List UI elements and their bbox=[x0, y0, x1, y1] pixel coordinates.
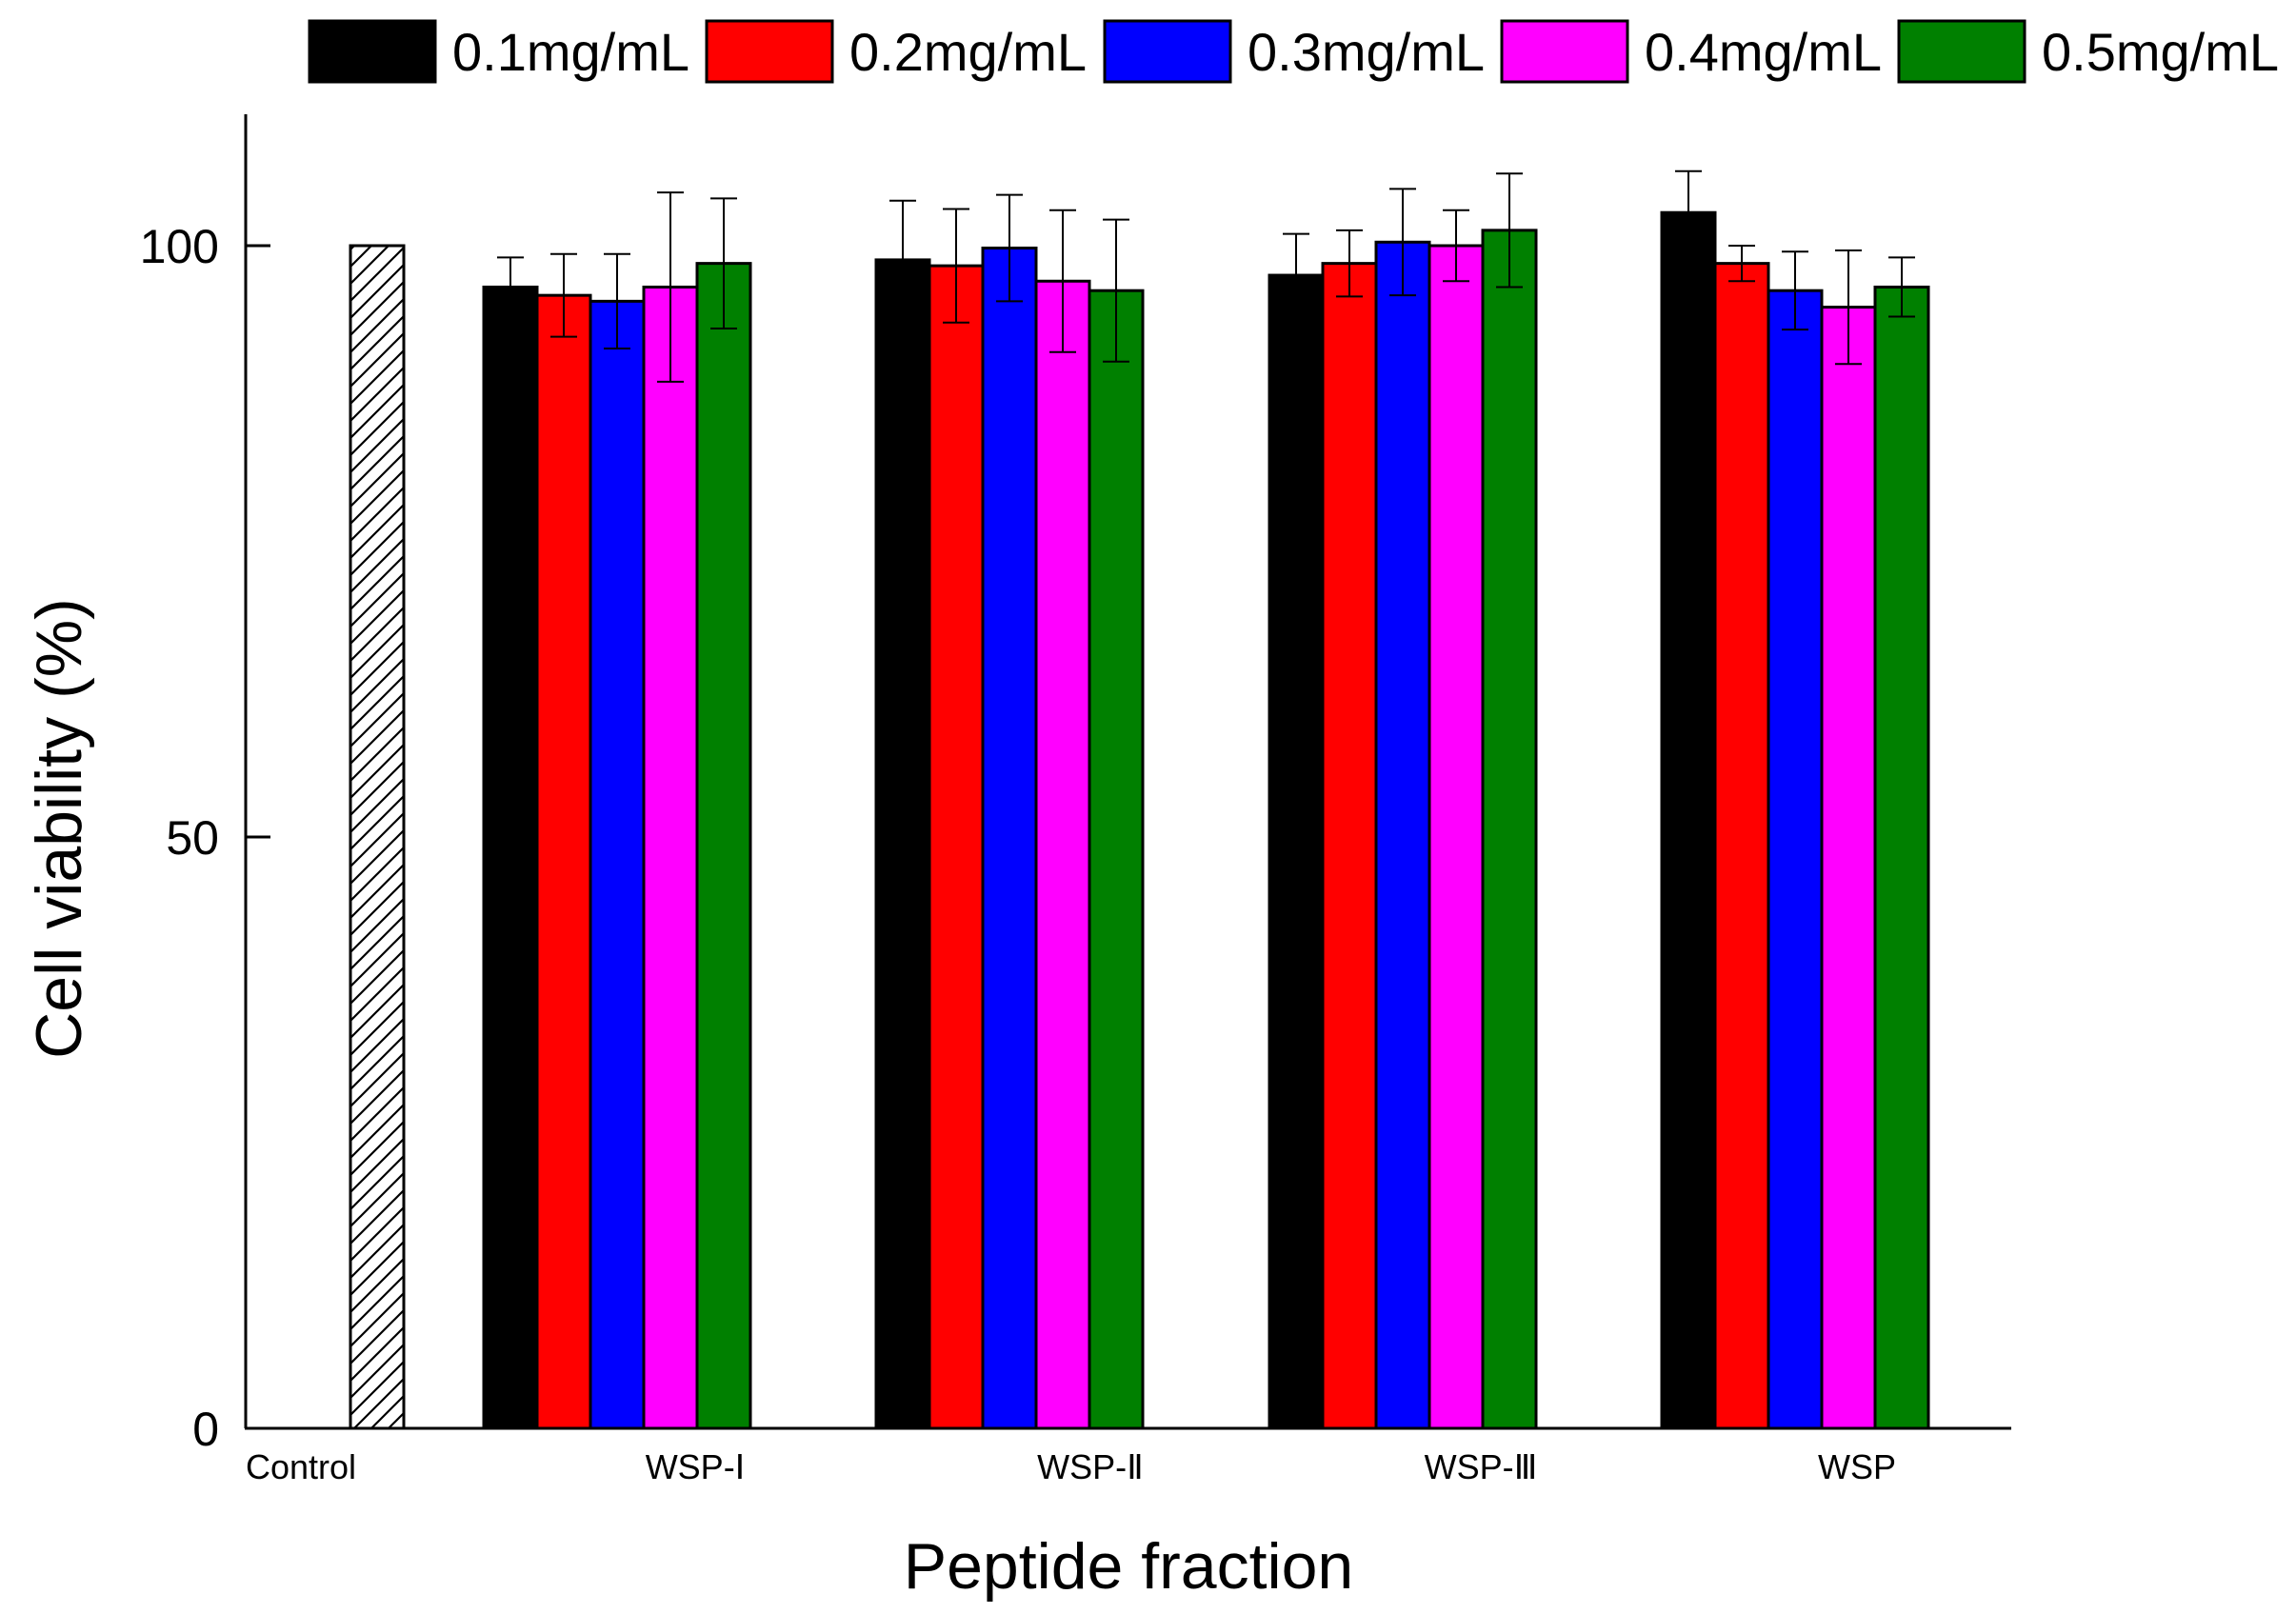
legend-label: 0.4mg/mL bbox=[1645, 22, 1882, 82]
bar-2-0 bbox=[1268, 273, 1325, 1430]
bar-0-3 bbox=[642, 285, 699, 1430]
error-bar bbox=[657, 191, 684, 383]
bar-1-2 bbox=[981, 246, 1038, 1430]
legend-swatch bbox=[1500, 19, 1629, 84]
error-bar bbox=[1835, 249, 1862, 366]
x-tick-label-control: Control bbox=[246, 1447, 356, 1486]
y-ticks: 0 50 100 bbox=[140, 220, 270, 1456]
plot-area bbox=[349, 169, 1930, 1430]
error-bar bbox=[1888, 256, 1915, 318]
bar-1-1 bbox=[928, 264, 985, 1430]
legend-swatch bbox=[1897, 19, 2026, 84]
legend-swatch bbox=[308, 19, 437, 84]
error-bar bbox=[1049, 209, 1076, 353]
legend-swatch bbox=[1103, 19, 1232, 84]
bar-2-1 bbox=[1321, 262, 1378, 1430]
legend-item-1: 0.2mg/mL bbox=[705, 19, 1087, 84]
bar-2-2 bbox=[1374, 240, 1431, 1430]
legend-label: 0.2mg/mL bbox=[849, 22, 1087, 82]
bar-0-1 bbox=[535, 293, 592, 1430]
error-bar bbox=[889, 199, 916, 321]
bar-1-4 bbox=[1088, 289, 1145, 1430]
error-bar bbox=[550, 252, 577, 338]
legend-swatch bbox=[705, 19, 834, 84]
x-tick-labels: Control WSP-Ⅰ WSP-Ⅱ WSP-Ⅲ WSP bbox=[246, 1447, 1896, 1486]
error-bar bbox=[1782, 250, 1808, 331]
legend: 0.1mg/mL 0.2mg/mL 0.3mg/mL 0.4mg/mL 0.5mg/mL bbox=[308, 19, 2279, 84]
error-bar bbox=[604, 252, 630, 350]
error-bar bbox=[1283, 232, 1309, 318]
legend-label: 0.1mg/mL bbox=[452, 22, 689, 82]
legend-item-3: 0.4mg/mL bbox=[1500, 19, 1882, 84]
y-tick-label: 0 bbox=[192, 1403, 219, 1456]
error-bar bbox=[1443, 209, 1469, 283]
bar-0-2 bbox=[589, 299, 646, 1430]
legend-item-0: 0.1mg/mL bbox=[308, 19, 689, 84]
bar-0-0 bbox=[482, 285, 539, 1430]
error-bar bbox=[1389, 188, 1416, 297]
bar-0-4 bbox=[695, 262, 752, 1430]
bar-2-3 bbox=[1428, 244, 1485, 1430]
x-tick-label-2: WSP-Ⅲ bbox=[1425, 1447, 1538, 1486]
legend-label: 0.5mg/mL bbox=[2042, 22, 2279, 82]
bar-3-2 bbox=[1767, 289, 1824, 1430]
error-bar bbox=[943, 208, 969, 324]
error-bar bbox=[497, 256, 524, 318]
y-tick-label: 50 bbox=[166, 811, 219, 865]
bar-3-1 bbox=[1713, 262, 1770, 1430]
x-tick-label-0: WSP-Ⅰ bbox=[646, 1447, 746, 1486]
bar-2-4 bbox=[1481, 229, 1538, 1430]
error-bar bbox=[996, 193, 1023, 303]
bar-1-3 bbox=[1034, 279, 1091, 1430]
y-tick-label: 100 bbox=[140, 220, 219, 273]
bar-1-0 bbox=[874, 258, 931, 1430]
error-bar bbox=[1336, 229, 1363, 298]
legend-item-2: 0.3mg/mL bbox=[1103, 19, 1485, 84]
error-bar bbox=[1728, 245, 1755, 283]
x-tick-label-1: WSP-Ⅱ bbox=[1037, 1447, 1144, 1486]
error-bar bbox=[1496, 172, 1523, 289]
bar-3-0 bbox=[1660, 210, 1717, 1430]
bar-control bbox=[349, 244, 406, 1430]
error-bar bbox=[710, 197, 737, 329]
legend-label: 0.3mg/mL bbox=[1248, 22, 1485, 82]
y-axis-title: Cell viability (%) bbox=[23, 598, 95, 1059]
bar-3-4 bbox=[1873, 285, 1930, 1430]
legend-item-4: 0.5mg/mL bbox=[1897, 19, 2279, 84]
error-bar bbox=[1103, 218, 1129, 363]
x-axis-title: Peptide fraction bbox=[904, 1530, 1354, 1603]
x-tick-label-3: WSP bbox=[1818, 1447, 1896, 1486]
error-bar bbox=[1675, 169, 1702, 255]
bar-3-3 bbox=[1820, 306, 1877, 1430]
